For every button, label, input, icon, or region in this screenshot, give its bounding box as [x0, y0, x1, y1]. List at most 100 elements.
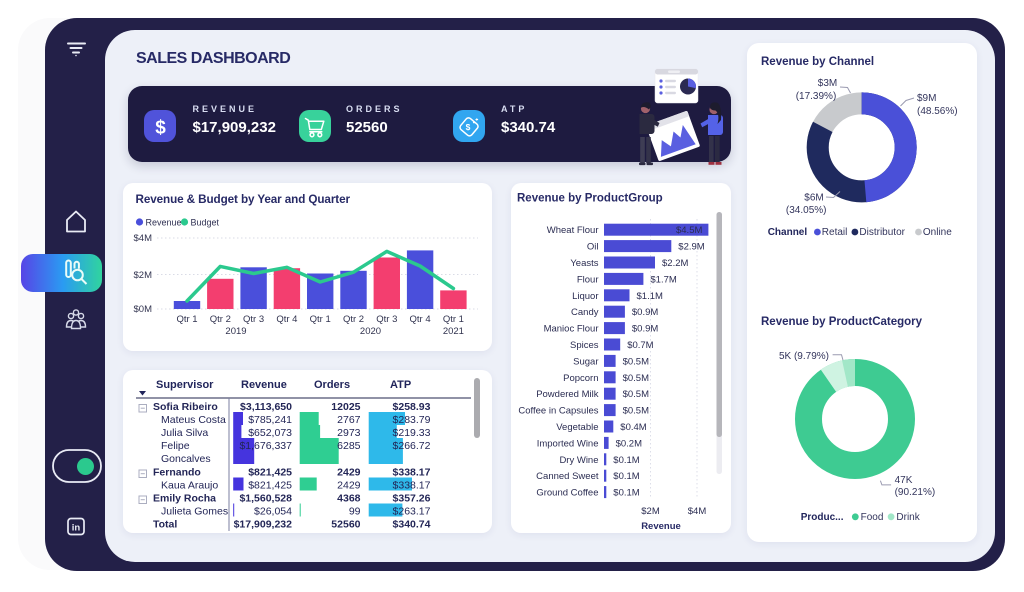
svg-text:Dry Wine: Dry Wine: [559, 455, 598, 466]
svg-text:(17.39%): (17.39%): [796, 91, 837, 102]
svg-text:Revenue by ProductGroup: Revenue by ProductGroup: [517, 193, 663, 205]
svg-text:$0.5M: $0.5M: [623, 389, 649, 400]
svg-text:6285: 6285: [337, 440, 361, 452]
svg-text:$266.72: $266.72: [393, 440, 431, 452]
svg-text:$2.9M: $2.9M: [678, 242, 704, 253]
svg-text:$821,425: $821,425: [248, 480, 292, 492]
svg-text:$258.93: $258.93: [393, 401, 431, 413]
svg-text:Qtr 2: Qtr 2: [210, 314, 231, 325]
svg-text:$0.1M: $0.1M: [613, 471, 639, 482]
svg-text:Liquor: Liquor: [572, 291, 598, 302]
svg-text:Revenue by ProductCategory: Revenue by ProductCategory: [761, 316, 923, 328]
svg-text:47K: 47K: [895, 475, 913, 486]
svg-text:$0.4M: $0.4M: [620, 422, 646, 433]
svg-text:$3,113,650: $3,113,650: [240, 401, 292, 413]
svg-text:$1,676,337: $1,676,337: [239, 440, 292, 452]
svg-text:2767: 2767: [337, 414, 361, 426]
svg-text:$0.5M: $0.5M: [623, 356, 649, 367]
svg-text:$: $: [466, 122, 471, 132]
svg-text:in: in: [72, 523, 81, 534]
svg-text:$3M: $3M: [818, 78, 837, 89]
svg-text:$338.17: $338.17: [393, 480, 431, 492]
svg-text:Sofia Ribeiro: Sofia Ribeiro: [153, 401, 218, 413]
svg-text:Flour: Flour: [577, 274, 599, 285]
svg-text:Retail: Retail: [822, 227, 848, 238]
svg-text:$1.7M: $1.7M: [650, 274, 676, 285]
svg-text:2973: 2973: [337, 427, 361, 439]
svg-text:$0.9M: $0.9M: [632, 307, 658, 318]
svg-text:Qtr 4: Qtr 4: [410, 314, 431, 325]
svg-text:$: $: [155, 118, 166, 139]
svg-text:$0.5M: $0.5M: [623, 373, 649, 384]
svg-text:$219.33: $219.33: [393, 427, 431, 439]
svg-text:Qtr 1: Qtr 1: [176, 314, 197, 325]
svg-text:Kaua Araujo: Kaua Araujo: [161, 480, 218, 492]
svg-text:$4M: $4M: [688, 506, 707, 517]
svg-text:$2M: $2M: [134, 270, 153, 281]
svg-text:ATP: ATP: [390, 379, 411, 391]
svg-text:$357.26: $357.26: [393, 493, 431, 505]
svg-text:Mateus Costa: Mateus Costa: [161, 414, 226, 426]
svg-text:(90.21%): (90.21%): [895, 487, 936, 498]
svg-text:52560: 52560: [331, 519, 360, 531]
svg-text:Qtr 1: Qtr 1: [443, 314, 464, 325]
svg-text:12025: 12025: [331, 401, 360, 413]
svg-text:Revenue by Channel: Revenue by Channel: [761, 56, 874, 68]
svg-text:Spices: Spices: [570, 340, 599, 351]
svg-text:$4.5M: $4.5M: [676, 225, 702, 236]
svg-text:Powdered Milk: Powdered Milk: [536, 389, 599, 400]
svg-text:Yeasts: Yeasts: [570, 258, 598, 269]
svg-text:4368: 4368: [337, 493, 361, 505]
svg-text:$340.74: $340.74: [393, 519, 431, 531]
svg-text:Orders: Orders: [314, 379, 350, 391]
svg-text:$2M: $2M: [641, 506, 660, 517]
svg-text:(34.05%): (34.05%): [786, 205, 827, 216]
svg-text:Qtr 2: Qtr 2: [343, 314, 364, 325]
svg-text:Canned Sweet: Canned Sweet: [536, 471, 599, 482]
svg-text:$652,073: $652,073: [248, 427, 292, 439]
svg-text:Revenue & Budget by Year and Q: Revenue & Budget by Year and Quarter: [136, 193, 351, 206]
svg-text:Budget: Budget: [191, 218, 220, 228]
svg-text:$0.7M: $0.7M: [627, 340, 653, 351]
svg-text:$0.2M: $0.2M: [616, 438, 642, 449]
svg-text:(48.56%): (48.56%): [917, 106, 958, 117]
svg-text:Julieta Gomes: Julieta Gomes: [161, 506, 228, 518]
svg-text:2019: 2019: [225, 326, 246, 337]
svg-text:Vegetable: Vegetable: [556, 422, 598, 433]
svg-text:$785,241: $785,241: [248, 414, 292, 426]
svg-text:Wheat Flour: Wheat Flour: [547, 225, 599, 236]
svg-text:Produc...: Produc...: [801, 512, 844, 523]
svg-text:5K (9.79%): 5K (9.79%): [779, 351, 829, 362]
svg-text:Coffee in Capsules: Coffee in Capsules: [518, 406, 598, 417]
svg-text:$0.1M: $0.1M: [613, 488, 639, 499]
svg-text:Qtr 3: Qtr 3: [376, 314, 397, 325]
svg-text:Revenue: Revenue: [146, 218, 182, 228]
svg-text:Emily Rocha: Emily Rocha: [153, 493, 216, 505]
svg-text:2020: 2020: [360, 326, 381, 337]
svg-text:Julia Silva: Julia Silva: [161, 427, 208, 439]
svg-text:$283.79: $283.79: [393, 414, 431, 426]
svg-text:$17,909,232: $17,909,232: [234, 519, 293, 531]
svg-text:Goncalves: Goncalves: [161, 453, 211, 465]
svg-text:Supervisor: Supervisor: [156, 379, 214, 391]
svg-text:$26,054: $26,054: [254, 506, 292, 518]
svg-text:Felipe: Felipe: [161, 440, 190, 452]
svg-text:Sugar: Sugar: [573, 356, 598, 367]
svg-text:$338.17: $338.17: [393, 467, 431, 479]
svg-text:99: 99: [349, 506, 361, 518]
svg-text:Qtr 3: Qtr 3: [243, 314, 264, 325]
svg-text:Online: Online: [923, 227, 952, 238]
svg-text:Fernando: Fernando: [153, 467, 201, 479]
svg-text:Total: Total: [153, 519, 177, 531]
svg-text:Candy: Candy: [571, 307, 599, 318]
svg-text:Revenue: Revenue: [641, 521, 681, 532]
svg-text:Ground Coffee: Ground Coffee: [536, 488, 598, 499]
svg-text:$4M: $4M: [134, 233, 153, 244]
svg-text:$6M: $6M: [804, 193, 823, 204]
svg-text:$0.5M: $0.5M: [623, 406, 649, 417]
svg-text:$0.9M: $0.9M: [632, 324, 658, 335]
svg-text:2429: 2429: [337, 467, 361, 479]
svg-text:Distributor: Distributor: [859, 227, 905, 238]
svg-text:$9M: $9M: [917, 93, 936, 104]
svg-text:Popcorn: Popcorn: [563, 373, 598, 384]
